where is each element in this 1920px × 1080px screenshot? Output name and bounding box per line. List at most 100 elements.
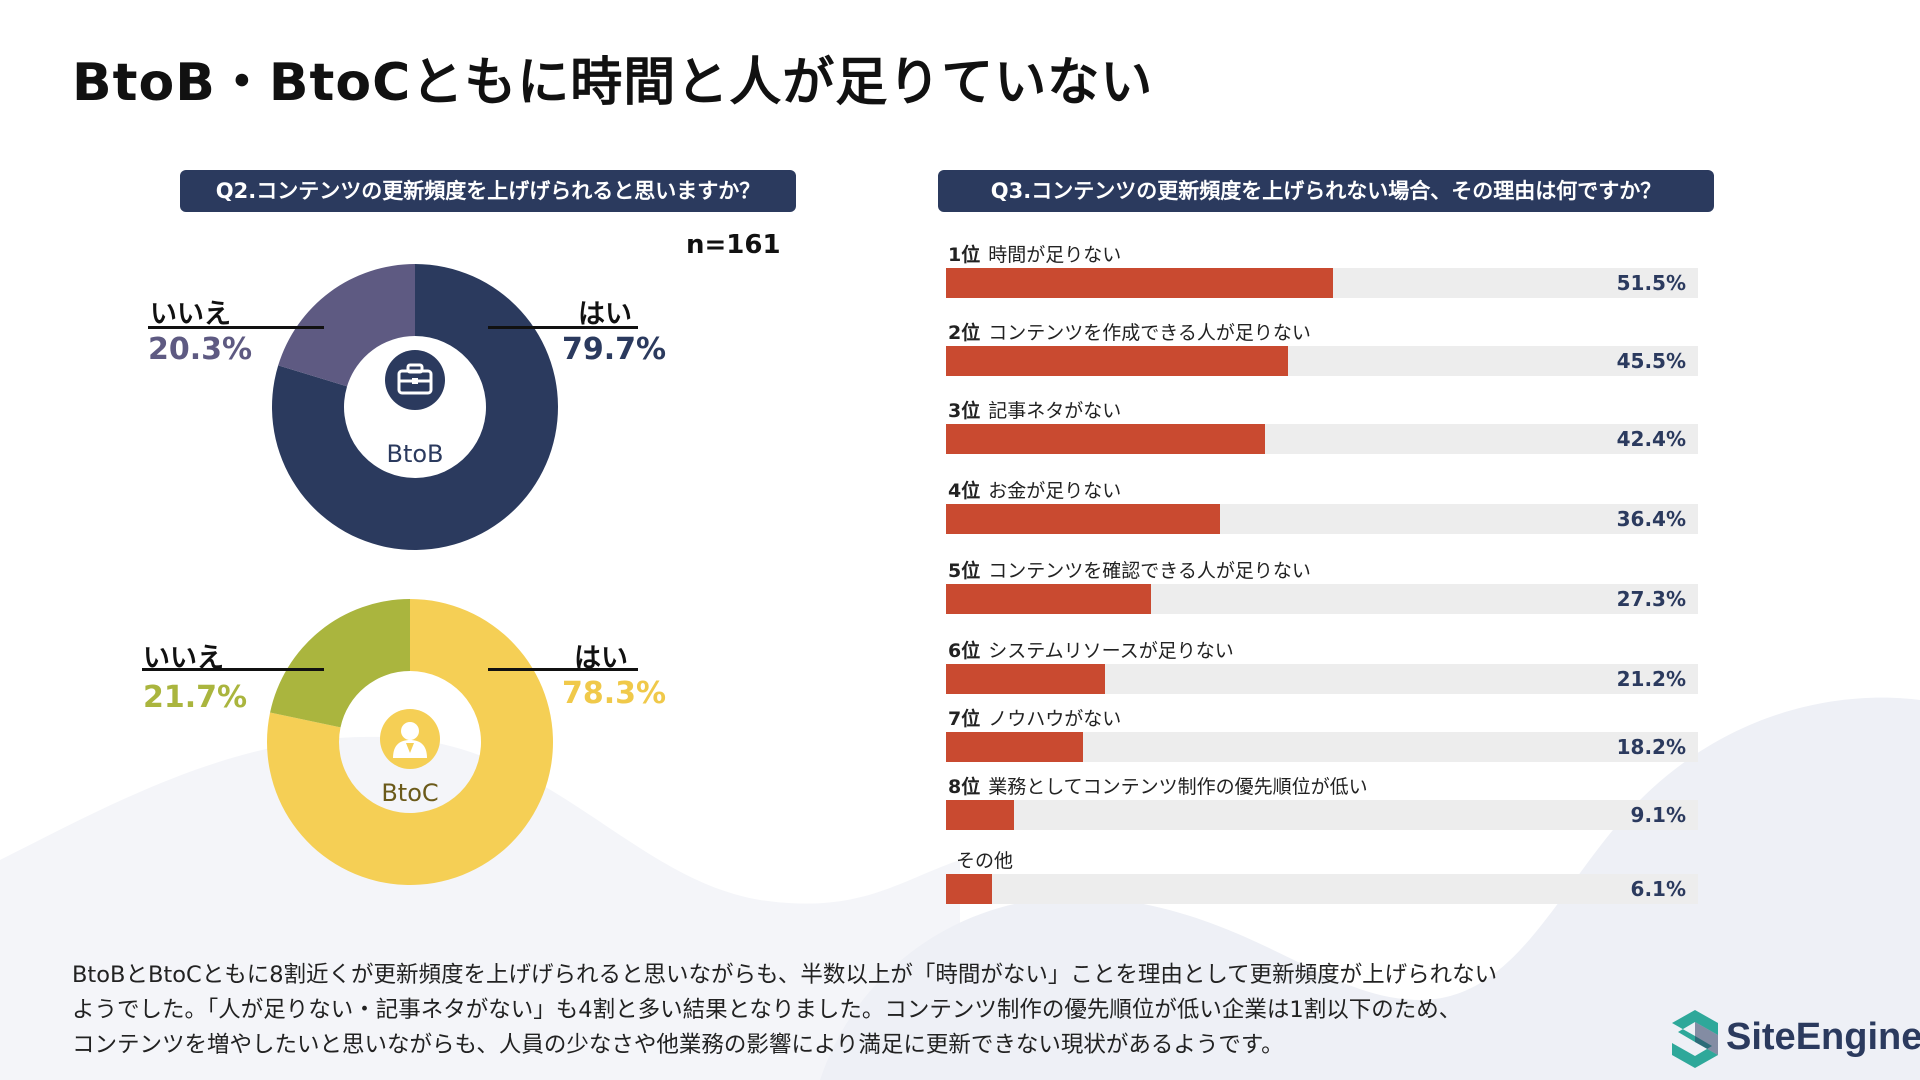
- btob-yes-slice: [271, 264, 558, 550]
- bar-fill: [946, 732, 1083, 762]
- bar-fill: [946, 424, 1265, 454]
- bar-value: 21.2%: [1616, 667, 1686, 691]
- btob-yes-percent-wrap: 79.7%: [562, 332, 666, 367]
- bar-value: 6.1%: [1630, 877, 1686, 901]
- bar-text: コンテンツを確認できる人が足りない: [988, 560, 1311, 582]
- bar-fill: [946, 800, 1015, 830]
- btob-yes-label: はい: [578, 292, 632, 331]
- summary-line-2: ようでした。「人が足りない・記事ネタがない」も4割と多い結果となりました。コンテ…: [72, 997, 1462, 1023]
- bar-label: 2位 コンテンツを作成できる人が足りない: [948, 318, 1311, 345]
- bar-rank: 5位: [948, 560, 981, 582]
- bar-value: 18.2%: [1616, 735, 1686, 759]
- bar-rank: 3位: [948, 400, 981, 422]
- btoc-no-slice: [270, 599, 410, 728]
- summary-line-3: コンテンツを増やしたいと思いながらも、人員の少なさや他業務の影響により満足に更新…: [72, 1032, 1284, 1058]
- bar-rank: 4位: [948, 480, 981, 502]
- bar-row: 1位 時間が足りない 51.5%: [946, 240, 1702, 308]
- bar-fill: [946, 664, 1106, 694]
- page-title: BtoB・BtoCともに時間と人が足りていない: [72, 53, 1154, 113]
- bar-row: 6位 システムリソースが足りない 21.2%: [946, 636, 1702, 704]
- bar-label: 8位 業務としてコンテンツ制作の優先順位が低い: [948, 772, 1368, 799]
- bar-track: 21.2%: [946, 664, 1698, 694]
- btob-yes-text: はい: [578, 299, 632, 330]
- bar-label: 3位 記事ネタがない: [948, 396, 1121, 423]
- bar-value: 42.4%: [1616, 427, 1686, 451]
- bar-rank: 1位: [948, 244, 981, 266]
- bar-fill: [946, 504, 1220, 534]
- btoc-no-percent-wrap: 21.7%: [143, 680, 247, 715]
- q3-question-box: Q3.コンテンツの更新頻度を上げられない場合、その理由は何ですか？: [938, 170, 1714, 212]
- btoc-center-label: BtoC: [381, 779, 438, 807]
- bar-text: システムリソースが足りない: [988, 640, 1234, 662]
- bar-label: 5位 コンテンツを確認できる人が足りない: [948, 556, 1311, 583]
- btoc-donut-chart: BtoC: [266, 599, 553, 885]
- bar-text: お金が足りない: [988, 480, 1122, 502]
- bar-label: 1位 時間が足りない: [948, 240, 1121, 267]
- bar-text: 記事ネタがない: [988, 400, 1122, 422]
- btoc-no-leader-line: [142, 668, 324, 671]
- bar-row: 5位 コンテンツを確認できる人が足りない 27.3%: [946, 556, 1702, 624]
- bar-track: 18.2%: [946, 732, 1698, 762]
- btob-no-slice: [278, 264, 415, 387]
- bar-row: 4位 お金が足りない 36.4%: [946, 476, 1702, 544]
- bar-track: 51.5%: [946, 268, 1698, 298]
- bar-row: 2位 コンテンツを作成できる人が足りない 45.5%: [946, 318, 1702, 386]
- bar-text: 業務としてコンテンツ制作の優先順位が低い: [988, 776, 1368, 798]
- bar-rank: 8位: [948, 776, 981, 798]
- bar-value: 27.3%: [1616, 587, 1686, 611]
- bar-track: 45.5%: [946, 346, 1698, 376]
- bar-value: 51.5%: [1616, 271, 1686, 295]
- bar-text: コンテンツを作成できる人が足りない: [988, 322, 1311, 344]
- btoc-no-percent: 21.7%: [143, 680, 248, 715]
- bar-label: その他: [948, 846, 1013, 873]
- bar-row: その他 6.1%: [946, 846, 1702, 914]
- bar-label: 7位 ノウハウがない: [948, 704, 1121, 731]
- q2-question-box: Q2.コンテンツの更新頻度を上げげられると思いますか？: [180, 170, 796, 212]
- bar-text: その他: [956, 850, 1014, 872]
- bar-row: 8位 業務としてコンテンツ制作の優先順位が低い 9.1%: [946, 772, 1702, 840]
- btob-no-percent: 20.3%: [148, 332, 253, 367]
- sample-size-label: n=161: [686, 230, 781, 260]
- btoc-yes-leader-line: [488, 668, 638, 671]
- btob-donut-chart: BtoB: [271, 264, 558, 550]
- summary-line-1: BtoBとBtoCともに8割近くが更新頻度を上げげられると思いながらも、半数以上…: [72, 962, 1498, 988]
- bar-label: 6位 システムリソースが足りない: [948, 636, 1234, 663]
- btob-no-text: いいえ: [150, 299, 231, 330]
- btoc-yes-slice: [266, 599, 553, 885]
- btob-no-leader-line: [148, 326, 324, 329]
- btob-no-label: いいえ: [150, 292, 231, 331]
- bar-row: 3位 記事ネタがない 42.4%: [946, 396, 1702, 464]
- bar-rank: 2位: [948, 322, 981, 344]
- btoc-yes-percent: 78.3%: [562, 676, 667, 711]
- bar-value: 36.4%: [1616, 507, 1686, 531]
- siteengine-logo: SiteEngine: [1668, 1008, 1920, 1072]
- bar-fill: [946, 584, 1152, 614]
- btob-yes-leader-line: [488, 326, 638, 329]
- bar-fill: [946, 346, 1289, 376]
- bar-track: 42.4%: [946, 424, 1698, 454]
- bar-fill: [946, 268, 1334, 298]
- summary-text: BtoBとBtoCともに8割近くが更新頻度を上げげられると思いながらも、半数以上…: [72, 958, 1672, 1063]
- bar-value: 45.5%: [1616, 349, 1686, 373]
- bar-track: 9.1%: [946, 800, 1698, 830]
- btob-center-label: BtoB: [386, 440, 443, 468]
- bar-rank: 7位: [948, 708, 981, 730]
- bar-text: 時間が足りない: [988, 244, 1122, 266]
- siteengine-logo-icon: [1672, 1010, 1718, 1068]
- bar-rank: 6位: [948, 640, 981, 662]
- btob-no-percent-wrap: 20.3%: [148, 332, 252, 367]
- bar-track: 6.1%: [946, 874, 1698, 904]
- person-icon: [380, 709, 440, 769]
- bar-label: 4位 お金が足りない: [948, 476, 1121, 503]
- logo-text: SiteEngine: [1726, 1016, 1920, 1058]
- btoc-yes-percent-wrap: 78.3%: [562, 676, 666, 711]
- btob-yes-percent: 79.7%: [562, 332, 667, 367]
- bar-track: 27.3%: [946, 584, 1698, 614]
- bar-value: 9.1%: [1630, 803, 1686, 827]
- briefcase-icon: [385, 350, 445, 410]
- bar-row: 7位 ノウハウがない 18.2%: [946, 704, 1702, 772]
- bar-text: ノウハウがない: [988, 708, 1122, 730]
- bar-track: 36.4%: [946, 504, 1698, 534]
- bar-fill: [946, 874, 992, 904]
